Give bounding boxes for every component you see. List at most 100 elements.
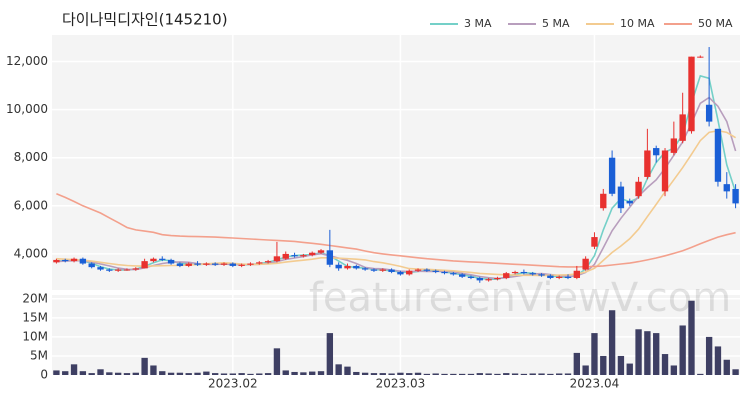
candle-body bbox=[670, 138, 678, 153]
candle-body bbox=[723, 184, 730, 192]
candle-body bbox=[256, 262, 263, 264]
candle-body bbox=[414, 269, 422, 271]
volume-bar bbox=[600, 355, 607, 375]
volume-bar bbox=[282, 370, 289, 375]
candle-body bbox=[282, 253, 289, 259]
candle-body bbox=[123, 269, 131, 271]
candle-body bbox=[150, 258, 157, 262]
candle-body bbox=[176, 263, 184, 266]
volume-bar bbox=[661, 354, 669, 375]
volume-bar bbox=[291, 371, 298, 375]
price-panel bbox=[52, 35, 740, 290]
candle-body bbox=[300, 255, 307, 257]
candle-body bbox=[529, 273, 536, 275]
candle-body bbox=[494, 277, 501, 280]
x-tick-label: 2023.04 bbox=[570, 377, 620, 391]
candle-body bbox=[688, 56, 695, 132]
candle-body bbox=[653, 148, 660, 156]
candle-body bbox=[335, 264, 342, 269]
candle-body bbox=[485, 279, 492, 281]
volume-bar bbox=[653, 333, 660, 375]
y-tick-label: 20M bbox=[22, 291, 48, 305]
candle-body bbox=[62, 259, 69, 262]
candle-body bbox=[432, 270, 439, 272]
candle-body bbox=[114, 269, 122, 271]
candle-body bbox=[247, 263, 254, 265]
candle-body bbox=[406, 270, 413, 275]
volume-bar bbox=[159, 371, 166, 375]
y-tick-label: 4,000 bbox=[14, 246, 48, 260]
candle-body bbox=[591, 237, 598, 247]
volume-bar bbox=[203, 371, 210, 375]
candle-body bbox=[379, 269, 386, 271]
candle-body bbox=[556, 276, 563, 278]
ma-line bbox=[56, 193, 736, 268]
candle-body bbox=[317, 250, 325, 253]
volume-bar bbox=[132, 372, 139, 375]
candle-body bbox=[273, 256, 281, 262]
y-tick-label: 15M bbox=[22, 310, 48, 324]
candle-body bbox=[644, 150, 651, 177]
volume-bar bbox=[238, 373, 245, 375]
candle-body bbox=[564, 276, 572, 278]
candle-body bbox=[79, 258, 87, 264]
volume-bar bbox=[679, 325, 686, 375]
candle-body bbox=[353, 265, 360, 269]
candle-body bbox=[547, 275, 554, 278]
watermark: feature.enViewV.com bbox=[309, 275, 731, 321]
candle-body bbox=[388, 269, 395, 272]
volume-bar bbox=[644, 331, 651, 375]
volume-panel bbox=[52, 295, 740, 375]
candle-body bbox=[511, 271, 519, 274]
volume-bar bbox=[79, 371, 87, 375]
candle-body bbox=[714, 128, 722, 182]
volume-bar bbox=[626, 363, 633, 375]
candle-body bbox=[88, 263, 95, 268]
candle-body bbox=[697, 56, 704, 58]
volume-bar bbox=[723, 359, 730, 375]
volume-bar bbox=[511, 373, 519, 375]
volume-bar bbox=[273, 348, 281, 375]
volume-bar bbox=[88, 373, 95, 375]
candle-body bbox=[397, 271, 404, 275]
volume-bar bbox=[714, 346, 722, 375]
candle-body bbox=[264, 261, 272, 263]
legend-label: 5 MA bbox=[542, 17, 570, 30]
volume-bar bbox=[458, 373, 466, 375]
candle-body bbox=[573, 270, 580, 278]
volume-bar bbox=[608, 310, 616, 375]
candle-body bbox=[309, 252, 316, 256]
candle-body bbox=[458, 274, 466, 277]
candle-body bbox=[705, 104, 713, 122]
volume-bar bbox=[194, 372, 201, 375]
legend-label: 3 MA bbox=[464, 17, 492, 30]
candle-body bbox=[291, 255, 298, 257]
candle-body bbox=[141, 261, 148, 269]
volume-bar bbox=[705, 336, 713, 375]
legend-label: 50 MA bbox=[698, 17, 733, 30]
volume-bar bbox=[379, 373, 386, 375]
candle-body bbox=[220, 263, 228, 265]
y-tick-label: 6,000 bbox=[14, 198, 48, 212]
volume-bar bbox=[494, 373, 501, 375]
volume-bar bbox=[70, 364, 78, 375]
volume-bar bbox=[617, 355, 625, 375]
candle-body bbox=[450, 273, 457, 275]
volume-bar bbox=[564, 373, 572, 375]
y-tick-label: 0 bbox=[40, 368, 48, 382]
candle-body bbox=[617, 186, 625, 209]
candle-body bbox=[679, 114, 686, 141]
candle-body bbox=[538, 274, 545, 276]
x-tick-label: 2023.03 bbox=[376, 377, 426, 391]
y-tick-label: 10,000 bbox=[6, 102, 48, 116]
volume-bar bbox=[326, 333, 334, 375]
candle-body bbox=[441, 271, 448, 274]
x-tick-label: 2023.02 bbox=[208, 377, 258, 391]
candle-body bbox=[503, 273, 510, 278]
volume-bar bbox=[185, 373, 192, 375]
candle-body bbox=[238, 264, 245, 266]
volume-bar bbox=[503, 373, 510, 375]
volume-bar bbox=[176, 372, 184, 375]
volume-bar bbox=[573, 352, 580, 375]
volume-bar bbox=[335, 364, 342, 375]
